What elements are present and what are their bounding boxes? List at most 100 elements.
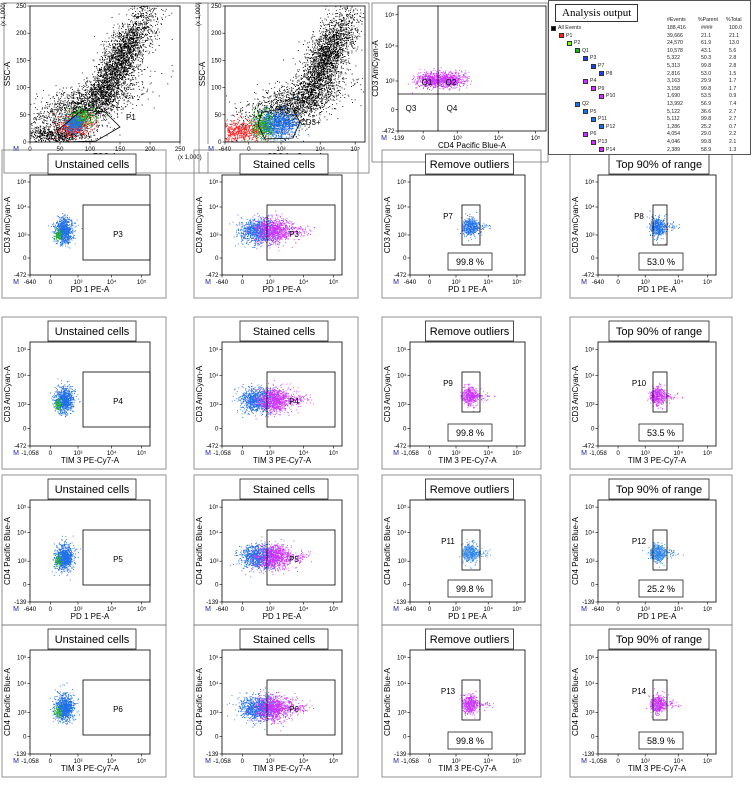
density-contour (655, 703, 659, 707)
density-contour (653, 224, 660, 230)
plot-area (29, 499, 151, 603)
density-contour (464, 223, 474, 232)
event-dots (470, 696, 494, 709)
y-tick-label: 0 (391, 107, 395, 114)
events-value: 5,313 (667, 63, 680, 69)
y-tick-label: 0 (403, 733, 407, 740)
y-tick-label: 0 (591, 733, 595, 740)
percent-in-gate: 58.9 % (647, 736, 675, 746)
plot-area (597, 649, 717, 755)
y-tick-label: 0 (23, 582, 27, 589)
total-pct-value: 1.5 (729, 70, 737, 77)
population-name: P7 (598, 63, 605, 69)
x-tick-label: 10⁴ (673, 450, 683, 457)
marker-box (580, 604, 588, 612)
gate-label: P3 (289, 230, 299, 239)
panel-border (381, 624, 542, 778)
population-name: P13 (598, 139, 608, 145)
marker-label: M (13, 450, 19, 457)
x-tick-label: 0 (241, 606, 245, 613)
x-tick-label: 0 (49, 758, 53, 765)
quadrant-label: Q2 (446, 78, 457, 87)
plot-area (29, 5, 181, 143)
total-pct-value: 2.8 (729, 63, 737, 69)
x-axis-label: PD 1 PE-A (448, 285, 487, 294)
marker-box (392, 604, 400, 612)
x-axis-label: TIM 3 PE-Cy7-A (61, 764, 120, 773)
panel-title: Remove outliers (430, 159, 510, 171)
y-tick-label: 10⁵ (397, 179, 407, 186)
x-tick-label: 10³ (266, 606, 275, 613)
quadrant-label: Q3 (406, 104, 417, 113)
panel-title: Stained cells (253, 326, 316, 338)
panel-border (569, 316, 733, 470)
grid-panel-r1c1: Unstained cells P3 -640 0 10³ 10⁴ 10⁵ 10⁵ 10⁴ 10³… (1, 149, 167, 299)
x-axis-label: PD 1 PE-A (638, 612, 677, 621)
x-scale-label: (x 1,000) (178, 155, 202, 161)
parent-pct-value: 61.9 (701, 40, 712, 47)
population-name: P9 (598, 85, 605, 92)
y-axis-label: CD3 AmCyan-A (383, 365, 392, 422)
analysis-output-table: Analysis output #Events %Parent %Total A… (548, 0, 751, 155)
x-tick-label: -640 (24, 606, 37, 613)
x-tick-label: 10⁴ (483, 758, 493, 765)
population-color-swatch (583, 78, 588, 84)
analysis-row: P5 5,122 36.6 2.7 (549, 109, 750, 116)
events-value: 4,054 (667, 131, 680, 138)
percent-box (638, 731, 684, 750)
density-contour (653, 393, 660, 400)
x-axis-label: CD4 Pacific Blue-A (438, 141, 507, 150)
analysis-row: P7 5,313 99.8 2.8 (549, 63, 750, 70)
grid-panel-r3c1: Unstained cells P5 -640 0 10³ 10⁴ 10⁵ 10⁵ 10⁴ 10³… (1, 474, 167, 626)
panel-title-box (425, 153, 514, 175)
y-tick-label: 0 (215, 255, 219, 262)
x-tick-label: 10³ (452, 606, 461, 613)
events-value: 188,416 (667, 25, 686, 31)
y-axis-label: CD4 Pacific Blue-A (571, 667, 580, 736)
density-contour (465, 550, 472, 557)
total-pct-value: 21.1 (729, 32, 740, 39)
col-total: %Total (726, 17, 742, 23)
event-dots (49, 682, 80, 725)
x-tick-label: 10⁴ (299, 450, 309, 457)
grid-panel-r4c3: Remove outliers P13 99.8 % -1,058 0 10³ 10⁴ 10⁵… (381, 624, 542, 778)
density-contour (655, 225, 659, 229)
event-dots (53, 704, 63, 724)
y-tick-label: 10⁵ (209, 346, 219, 353)
population-color-swatch (551, 25, 556, 31)
x-tick-label: 10³ (452, 279, 461, 286)
y-tick-label: 0 (23, 255, 27, 262)
x-tick-label: 10³ (641, 758, 650, 765)
total-pct-value: 2.2 (729, 131, 737, 138)
x-tick-label: 0 (241, 758, 245, 765)
x-tick-label: 10⁴ (299, 606, 309, 613)
x-tick-label: 10⁵ (512, 279, 522, 286)
event-dots (62, 5, 173, 140)
plot-fsc-ssc: P1050100150200250250200150100500FSC-ASSC… (1, 2, 209, 174)
y-tick-label: -139 (14, 751, 27, 758)
gate-rectangle (266, 204, 336, 261)
x-tick-label: -640 (216, 279, 229, 286)
population-name: P1 (566, 32, 573, 39)
x-tick-label: 10³ (74, 279, 83, 286)
x-tick-label: 10⁴ (673, 758, 683, 765)
parent-pct-value: 58.9 (701, 146, 712, 153)
y-tick-label: 0 (215, 582, 219, 589)
x-tick-label: -640 (219, 146, 232, 153)
marker-label: M (393, 606, 399, 613)
y-tick-label: 10³ (210, 709, 219, 716)
y-tick-label: -139 (206, 599, 219, 606)
y-tick-label: 100 (16, 85, 27, 92)
event-dots (246, 539, 312, 575)
event-dots (243, 379, 301, 420)
y-axis-label: CD3 AmCyan-A (383, 196, 392, 253)
population-color-swatch (599, 124, 604, 130)
x-tick-label: -1,058 (213, 450, 231, 457)
y-tick-label: 10⁴ (17, 680, 27, 687)
y-tick-label: 10³ (586, 232, 595, 239)
events-value: 5,122 (667, 108, 680, 115)
panel-border (1, 316, 167, 470)
plot-area (409, 649, 526, 755)
x-tick-label: 10⁵ (329, 606, 339, 613)
event-dots (53, 228, 64, 242)
